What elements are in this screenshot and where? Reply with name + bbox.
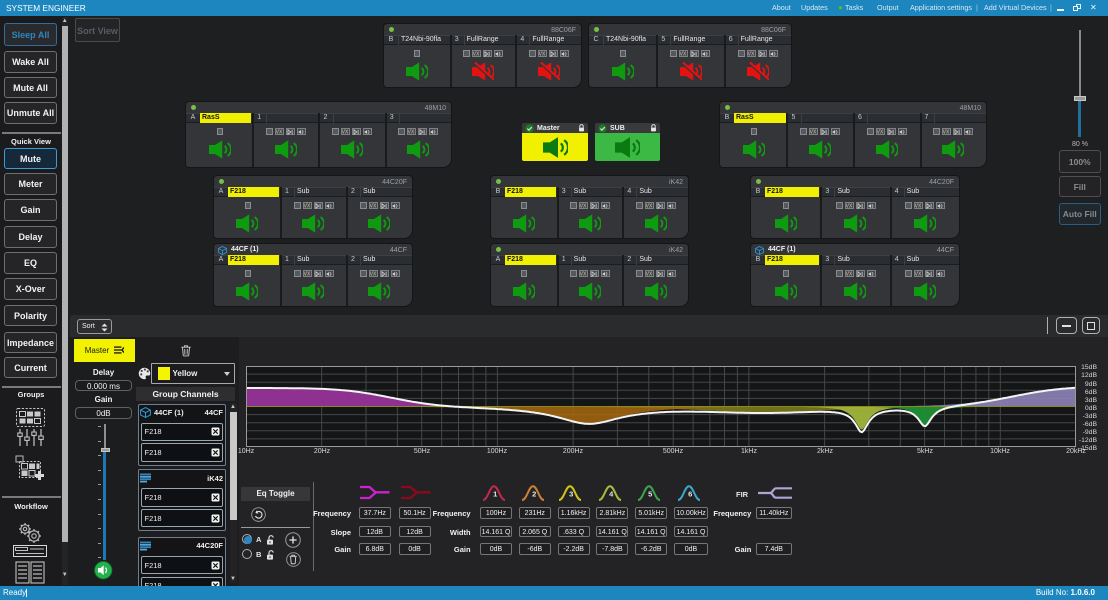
svg-text:2: 2 [532, 489, 536, 498]
svg-text:VX: VX [748, 51, 754, 56]
svg-text:VX: VX [915, 203, 921, 208]
svg-text:VX: VX [846, 271, 852, 276]
svg-text:VX: VX [810, 129, 816, 134]
svg-text:VX: VX [846, 203, 852, 208]
svg-text:VX: VX [915, 271, 921, 276]
svg-text:4: 4 [609, 489, 614, 498]
svg-text:VX: VX [580, 203, 586, 208]
svg-text:VX: VX [473, 51, 479, 56]
svg-text:VX: VX [304, 203, 310, 208]
svg-text:VX: VX [370, 271, 376, 276]
svg-text:VX: VX [539, 51, 545, 56]
svg-text:VX: VX [877, 129, 883, 134]
svg-text:VX: VX [580, 271, 586, 276]
svg-text:VX: VX [370, 203, 376, 208]
svg-text:VX: VX [304, 271, 310, 276]
svg-text:3: 3 [570, 489, 574, 498]
svg-text:VX: VX [680, 51, 686, 56]
svg-text:VX: VX [646, 203, 652, 208]
svg-text:VX: VX [408, 129, 414, 134]
svg-text:6: 6 [688, 489, 692, 498]
svg-text:VX: VX [342, 129, 348, 134]
svg-text:VX: VX [276, 129, 282, 134]
svg-text:5: 5 [648, 489, 652, 498]
svg-text:VX: VX [646, 271, 652, 276]
svg-text:1: 1 [493, 489, 497, 498]
svg-text:VX: VX [943, 129, 949, 134]
